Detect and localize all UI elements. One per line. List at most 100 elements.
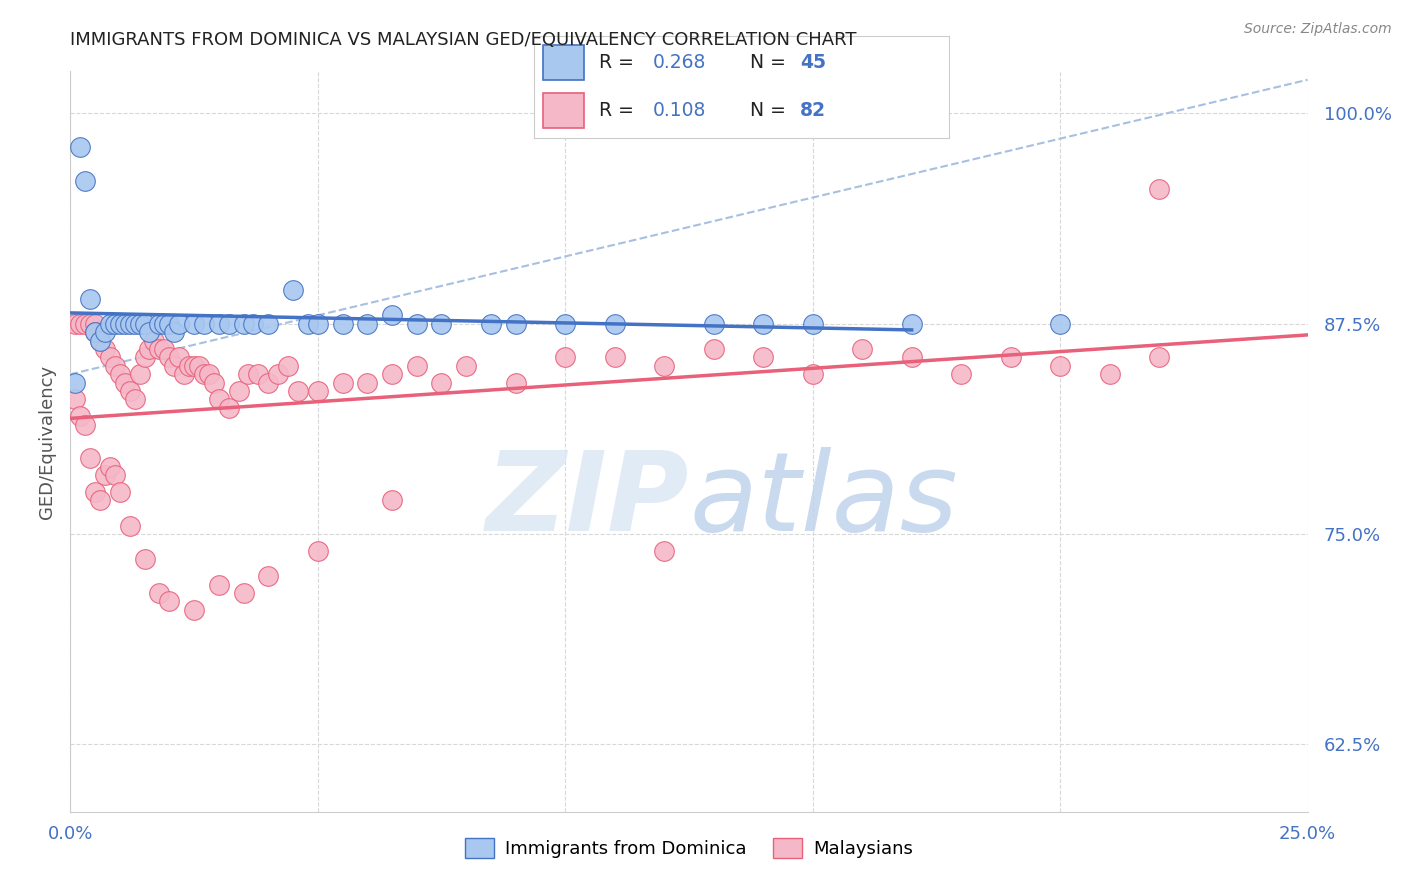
Point bbox=[603, 317, 626, 331]
Point bbox=[277, 359, 299, 373]
FancyBboxPatch shape bbox=[543, 93, 583, 128]
Point bbox=[228, 384, 250, 398]
Text: R =: R = bbox=[599, 101, 640, 120]
Point bbox=[307, 544, 329, 558]
Point bbox=[703, 342, 725, 356]
Point bbox=[94, 342, 117, 356]
Point bbox=[183, 603, 205, 617]
Text: IMMIGRANTS FROM DOMINICA VS MALAYSIAN GED/EQUIVALENCY CORRELATION CHART: IMMIGRANTS FROM DOMINICA VS MALAYSIAN GE… bbox=[70, 31, 856, 49]
Point bbox=[356, 317, 378, 331]
Point bbox=[332, 376, 354, 390]
Text: Source: ZipAtlas.com: Source: ZipAtlas.com bbox=[1244, 22, 1392, 37]
Point bbox=[153, 342, 176, 356]
Point bbox=[652, 359, 675, 373]
Text: R =: R = bbox=[599, 53, 640, 72]
Point bbox=[208, 392, 231, 407]
Point bbox=[138, 325, 160, 339]
Point bbox=[114, 317, 136, 331]
Point bbox=[297, 317, 319, 331]
Point bbox=[1147, 351, 1170, 365]
Point bbox=[173, 368, 195, 382]
Point bbox=[554, 351, 576, 365]
Point bbox=[98, 351, 121, 365]
Point bbox=[505, 376, 527, 390]
Point bbox=[287, 384, 309, 398]
Point bbox=[118, 317, 141, 331]
Point bbox=[89, 334, 111, 348]
Point bbox=[157, 351, 180, 365]
Point bbox=[134, 351, 156, 365]
Point bbox=[104, 359, 127, 373]
Point bbox=[75, 417, 97, 432]
Point bbox=[900, 351, 922, 365]
Point bbox=[153, 317, 176, 331]
Text: 0.268: 0.268 bbox=[652, 53, 706, 72]
Point bbox=[167, 317, 190, 331]
Point bbox=[430, 317, 453, 331]
Point bbox=[98, 317, 121, 331]
Point bbox=[148, 317, 170, 331]
Point bbox=[69, 140, 91, 154]
Text: 45: 45 bbox=[800, 53, 825, 72]
Point bbox=[381, 309, 404, 323]
Point bbox=[703, 317, 725, 331]
Point bbox=[118, 384, 141, 398]
Text: 0.0%: 0.0% bbox=[48, 825, 93, 843]
Point bbox=[114, 376, 136, 390]
Point bbox=[1147, 182, 1170, 196]
Point bbox=[900, 317, 922, 331]
Point bbox=[163, 325, 186, 339]
Point bbox=[405, 359, 427, 373]
Point bbox=[157, 594, 180, 608]
Point bbox=[603, 351, 626, 365]
Point bbox=[94, 325, 117, 339]
Point bbox=[79, 451, 101, 466]
Point bbox=[208, 317, 231, 331]
Point bbox=[89, 493, 111, 508]
Point bbox=[238, 368, 260, 382]
Point bbox=[1098, 368, 1121, 382]
Point bbox=[65, 376, 87, 390]
Point bbox=[193, 317, 215, 331]
Point bbox=[307, 317, 329, 331]
Point bbox=[177, 359, 200, 373]
Point bbox=[267, 368, 290, 382]
Text: N =: N = bbox=[749, 101, 792, 120]
Point bbox=[157, 317, 180, 331]
Point bbox=[218, 317, 240, 331]
Point bbox=[69, 317, 91, 331]
FancyBboxPatch shape bbox=[543, 45, 583, 79]
Point bbox=[851, 342, 873, 356]
Point bbox=[148, 342, 170, 356]
Text: N =: N = bbox=[749, 53, 792, 72]
Point bbox=[79, 292, 101, 306]
Point bbox=[281, 283, 304, 297]
Point bbox=[1000, 351, 1022, 365]
Point bbox=[652, 544, 675, 558]
Text: 25.0%: 25.0% bbox=[1279, 825, 1336, 843]
Point bbox=[167, 351, 190, 365]
Point bbox=[148, 586, 170, 600]
Point bbox=[188, 359, 211, 373]
Point bbox=[124, 392, 146, 407]
Point bbox=[381, 368, 404, 382]
Point bbox=[208, 577, 231, 591]
Y-axis label: GED/Equivalency: GED/Equivalency bbox=[38, 365, 56, 518]
Text: 82: 82 bbox=[800, 101, 825, 120]
Text: ZIP: ZIP bbox=[485, 447, 689, 554]
Point bbox=[479, 317, 502, 331]
Point bbox=[752, 351, 775, 365]
Point bbox=[143, 334, 166, 348]
Point bbox=[98, 459, 121, 474]
Point bbox=[75, 174, 97, 188]
Point bbox=[94, 468, 117, 483]
Point bbox=[257, 569, 280, 583]
Point bbox=[134, 552, 156, 566]
Point bbox=[232, 317, 254, 331]
Point bbox=[456, 359, 478, 373]
Point bbox=[84, 485, 107, 500]
Point bbox=[104, 317, 127, 331]
Point bbox=[801, 368, 824, 382]
Point bbox=[84, 325, 107, 339]
Point bbox=[84, 325, 107, 339]
